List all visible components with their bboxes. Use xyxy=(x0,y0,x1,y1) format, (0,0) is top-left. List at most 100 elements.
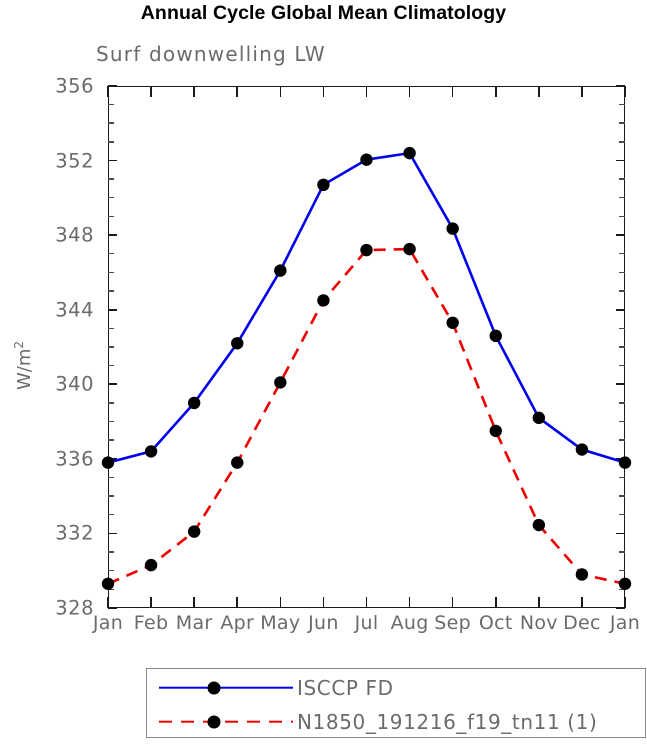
y-tick-minor xyxy=(108,327,114,329)
y-tick-major xyxy=(108,85,117,87)
y-tick-major xyxy=(616,159,625,162)
y-tick-minor xyxy=(619,197,625,199)
legend-marker-dot xyxy=(207,681,221,694)
chart-title: Annual Cycle Global Mean Climatology xyxy=(140,2,507,24)
y-tick-minor xyxy=(108,197,114,199)
y-tick-minor xyxy=(108,420,114,423)
x-tick xyxy=(451,597,454,608)
x-tick xyxy=(279,597,282,608)
series-line-0 xyxy=(107,151,626,464)
x-axis-tick-label: May xyxy=(260,612,301,634)
plot-area: 328 332 336 340 344 348 352 356 Jan Feb Mar Apr May… xyxy=(55,75,640,635)
y-tick-major xyxy=(108,383,117,386)
data-point xyxy=(575,443,589,456)
x-tick xyxy=(322,597,325,608)
data-point xyxy=(360,153,373,166)
x-axis-tick-label: Jan xyxy=(92,612,124,634)
data-point xyxy=(446,222,459,235)
y-tick-minor xyxy=(619,215,625,218)
data-point xyxy=(618,577,632,590)
y-tick-minor xyxy=(108,346,114,348)
y-tick-minor xyxy=(108,439,114,441)
legend-line-swatch xyxy=(159,720,293,723)
x-tick xyxy=(624,597,626,608)
x-tick xyxy=(451,86,454,97)
legend-marker-dot xyxy=(207,715,221,728)
y-tick-minor xyxy=(619,122,625,124)
x-axis-tick-label: Jul xyxy=(354,612,379,634)
y-tick-minor xyxy=(108,271,114,274)
legend-line-swatch xyxy=(159,686,293,689)
y-axis-tick-label: 328 xyxy=(55,596,94,620)
x-axis-tick-label: Feb xyxy=(133,612,169,634)
data-point xyxy=(618,456,632,469)
x-tick xyxy=(538,597,540,608)
y-tick-minor xyxy=(619,420,625,423)
legend-item[interactable]: N1850_191216_f19_tn11 (1) xyxy=(147,704,645,739)
x-tick xyxy=(236,597,239,608)
data-point xyxy=(231,337,244,350)
data-point xyxy=(144,558,158,572)
y-tick-major xyxy=(616,532,625,535)
y-tick-minor xyxy=(108,402,114,404)
data-point xyxy=(274,376,287,389)
data-point xyxy=(317,178,330,192)
y-axis-tick-label: 344 xyxy=(55,298,94,322)
y-tick-minor xyxy=(619,551,625,553)
y-tick-minor xyxy=(108,252,114,255)
y-tick-minor xyxy=(108,178,114,180)
y-tick-minor xyxy=(108,476,114,479)
y-tick-minor xyxy=(619,513,625,516)
x-tick xyxy=(236,86,239,97)
data-point xyxy=(360,243,373,257)
y-tick-minor xyxy=(108,122,114,124)
y-tick-minor xyxy=(108,141,114,143)
data-point xyxy=(144,445,158,458)
x-tick xyxy=(581,597,583,608)
data-point xyxy=(187,525,201,538)
series-lines xyxy=(101,146,632,590)
data-point xyxy=(403,242,416,256)
y-axis-tick-label: 348 xyxy=(55,223,94,247)
y-tick-minor xyxy=(108,290,114,292)
data-point xyxy=(101,577,115,590)
legend-item[interactable]: ISCCP FD xyxy=(147,670,645,705)
x-axis-tick-label: Aug xyxy=(390,612,429,634)
x-tick xyxy=(538,86,540,97)
x-axis-tick-label: Mar xyxy=(175,612,213,634)
y-tick-minor xyxy=(619,252,625,255)
x-axis-tick-label: Oct xyxy=(478,612,513,634)
y-axis-tick-label: 340 xyxy=(55,372,94,396)
x-tick xyxy=(494,86,497,97)
y-tick-minor xyxy=(619,569,625,572)
y-tick-minor xyxy=(619,103,625,106)
y-tick-minor xyxy=(108,513,114,516)
y-tick-minor xyxy=(619,588,625,590)
y-tick-minor xyxy=(619,476,625,479)
x-tick xyxy=(494,597,497,608)
y-tick-major xyxy=(616,85,625,87)
y-axis-tick-label: 356 xyxy=(55,74,94,98)
y-tick-minor xyxy=(108,215,114,218)
x-tick xyxy=(150,597,152,608)
data-point xyxy=(274,264,287,277)
y-axis-title-exponent: 2 xyxy=(12,340,26,349)
x-axis-tick-label: Sep xyxy=(434,612,472,634)
x-axis-tick-label: Jun xyxy=(308,612,339,634)
x-tick xyxy=(408,597,411,608)
y-tick-minor xyxy=(619,402,625,404)
data-point xyxy=(532,411,546,425)
y-tick-minor xyxy=(619,327,625,329)
y-axis-tick-label: 336 xyxy=(55,447,94,471)
data-point xyxy=(231,456,244,469)
chart-subtitle: Surf downwelling LW xyxy=(96,42,326,66)
data-point xyxy=(532,518,546,532)
data-point xyxy=(489,329,502,343)
y-tick-minor xyxy=(619,271,625,274)
x-axis-tick-label: Jan xyxy=(609,612,641,634)
data-point xyxy=(489,424,502,438)
x-tick xyxy=(322,86,325,97)
x-tick xyxy=(581,86,583,97)
y-tick-major xyxy=(616,383,625,386)
x-tick xyxy=(193,597,195,608)
